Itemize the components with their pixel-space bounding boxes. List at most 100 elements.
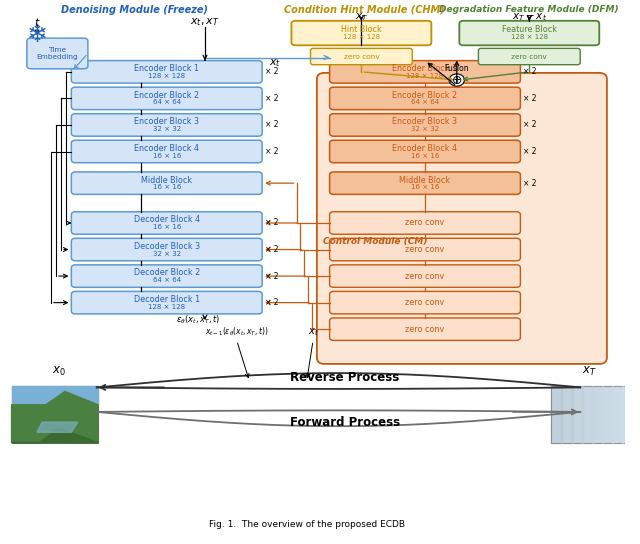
Text: 16 × 16: 16 × 16 (152, 224, 181, 230)
FancyBboxPatch shape (330, 212, 520, 234)
Text: Hint Block: Hint Block (341, 25, 382, 34)
Text: $x_t, x_T$: $x_t, x_T$ (190, 16, 220, 28)
Text: 16 × 16: 16 × 16 (411, 184, 439, 190)
Text: × 2: × 2 (523, 67, 536, 76)
Text: × 2: × 2 (265, 120, 278, 129)
Polygon shape (591, 386, 603, 442)
Text: $\oplus$: $\oplus$ (451, 73, 463, 86)
Text: × 2: × 2 (265, 147, 278, 156)
Text: Encoder Block 2: Encoder Block 2 (134, 91, 199, 100)
Text: Fusion: Fusion (445, 64, 469, 73)
Text: Feature Block: Feature Block (502, 25, 557, 34)
Text: $x_T - x_t$: $x_T - x_t$ (512, 11, 547, 23)
Text: 128 × 128: 128 × 128 (343, 34, 380, 40)
Text: Forward Process: Forward Process (290, 416, 400, 429)
Text: $x_t$: $x_t$ (308, 326, 319, 338)
Polygon shape (551, 386, 563, 442)
Polygon shape (602, 386, 613, 442)
Text: Encoder Block 4: Encoder Block 4 (392, 144, 458, 153)
FancyBboxPatch shape (71, 87, 262, 110)
Text: Encoder Block 1: Encoder Block 1 (392, 64, 458, 73)
Text: zero conv: zero conv (405, 219, 445, 227)
Text: zero conv: zero conv (344, 53, 380, 59)
FancyBboxPatch shape (330, 172, 520, 194)
FancyBboxPatch shape (330, 87, 520, 110)
Polygon shape (622, 386, 634, 442)
Text: 128 × 128: 128 × 128 (148, 304, 186, 310)
Text: $x_T$: $x_T$ (355, 11, 368, 23)
FancyBboxPatch shape (71, 60, 262, 83)
FancyBboxPatch shape (27, 38, 88, 69)
Text: zero conv: zero conv (405, 325, 445, 333)
Text: × 2: × 2 (265, 271, 278, 281)
Text: 16 × 16: 16 × 16 (152, 184, 181, 190)
Polygon shape (572, 386, 583, 442)
FancyBboxPatch shape (71, 172, 262, 194)
Text: $x_0$: $x_0$ (52, 364, 65, 378)
Polygon shape (12, 386, 98, 405)
FancyBboxPatch shape (71, 212, 262, 234)
Text: Middle Block: Middle Block (399, 176, 451, 184)
Text: 128 × 128: 128 × 128 (511, 34, 548, 40)
Text: 32 × 32: 32 × 32 (153, 251, 181, 257)
Text: × 2: × 2 (265, 219, 278, 227)
FancyBboxPatch shape (551, 386, 634, 442)
Text: Decoder Block 4: Decoder Block 4 (134, 215, 200, 224)
FancyBboxPatch shape (330, 140, 520, 163)
Text: Time
Embedding: Time Embedding (36, 47, 78, 60)
FancyBboxPatch shape (71, 114, 262, 136)
Text: $x_{t-1}(\epsilon_\theta(x_t,x_T,t))$: $x_{t-1}(\epsilon_\theta(x_t,x_T,t))$ (205, 326, 269, 338)
FancyBboxPatch shape (317, 73, 607, 364)
FancyBboxPatch shape (71, 292, 262, 314)
Polygon shape (12, 428, 98, 442)
Polygon shape (561, 386, 573, 442)
FancyBboxPatch shape (310, 48, 412, 65)
Text: Encoder Block 2: Encoder Block 2 (392, 91, 458, 100)
Text: 64 × 64: 64 × 64 (153, 277, 181, 283)
Polygon shape (37, 422, 77, 432)
Text: × 2: × 2 (523, 147, 536, 156)
Text: Condition Hint Module (CHM): Condition Hint Module (CHM) (284, 4, 444, 15)
Text: zero conv: zero conv (511, 53, 547, 59)
Text: $t$: $t$ (34, 16, 40, 28)
Text: Degradation Feature Module (DFM): Degradation Feature Module (DFM) (440, 5, 619, 14)
FancyBboxPatch shape (330, 292, 520, 314)
Text: zero conv: zero conv (405, 298, 445, 307)
Polygon shape (612, 386, 623, 442)
FancyBboxPatch shape (291, 21, 431, 45)
Circle shape (449, 74, 465, 86)
Text: 32 × 32: 32 × 32 (411, 126, 439, 132)
Text: Decoder Block 2: Decoder Block 2 (134, 268, 200, 277)
Text: zero conv: zero conv (405, 245, 445, 254)
Text: × 2: × 2 (523, 94, 536, 103)
FancyBboxPatch shape (330, 265, 520, 287)
Text: Decoder Block 1: Decoder Block 1 (134, 295, 200, 304)
FancyBboxPatch shape (71, 238, 262, 261)
Text: 64 × 64: 64 × 64 (153, 100, 181, 106)
FancyBboxPatch shape (460, 21, 599, 45)
Text: $\epsilon_\theta(x_t, x_T, t)$: $\epsilon_\theta(x_t, x_T, t)$ (177, 314, 221, 326)
Text: Reverse Process: Reverse Process (290, 370, 399, 384)
Text: $x_t$: $x_t$ (269, 57, 281, 69)
Text: × 2: × 2 (523, 178, 536, 188)
Text: × 2: × 2 (523, 120, 536, 129)
Polygon shape (12, 392, 98, 442)
FancyBboxPatch shape (330, 318, 520, 341)
Text: Encoder Block 4: Encoder Block 4 (134, 144, 199, 153)
Text: 16 × 16: 16 × 16 (152, 152, 181, 158)
Text: Middle Block: Middle Block (141, 176, 193, 184)
Text: 64 × 64: 64 × 64 (411, 100, 439, 106)
Text: × 2: × 2 (265, 94, 278, 103)
FancyBboxPatch shape (330, 114, 520, 136)
Text: 128 × 128: 128 × 128 (406, 73, 444, 79)
FancyBboxPatch shape (330, 60, 520, 83)
Text: Encoder Block 3: Encoder Block 3 (134, 118, 199, 126)
Text: × 2: × 2 (265, 67, 278, 76)
Text: 32 × 32: 32 × 32 (153, 126, 181, 132)
Polygon shape (582, 386, 593, 442)
Text: Encoder Block 1: Encoder Block 1 (134, 64, 199, 73)
FancyBboxPatch shape (71, 265, 262, 287)
FancyBboxPatch shape (71, 140, 262, 163)
Text: Decoder Block 3: Decoder Block 3 (134, 242, 200, 251)
Text: Denoising Module (Freeze): Denoising Module (Freeze) (61, 4, 209, 15)
